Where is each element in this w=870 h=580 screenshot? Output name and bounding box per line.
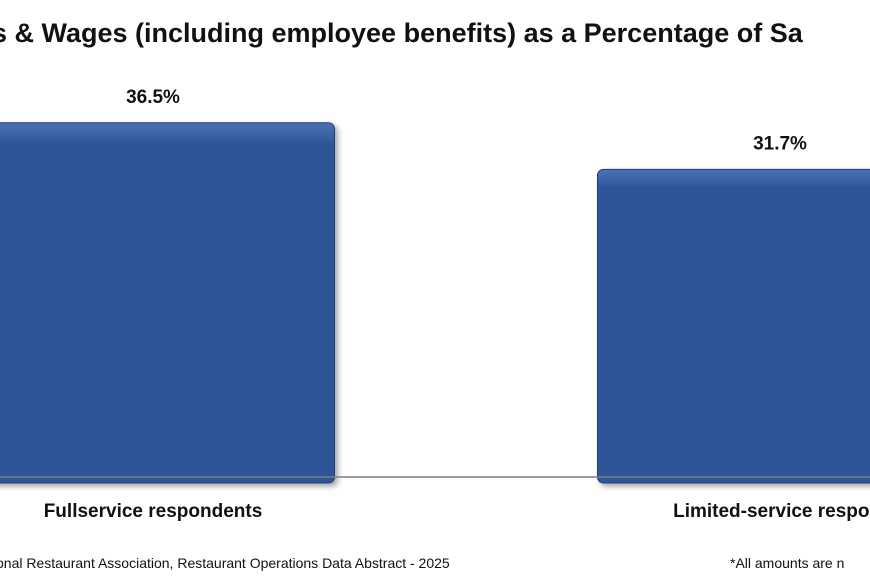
- category-labels: Fullservice respondents Limited-service r…: [44, 501, 870, 522]
- category-label-limited-service: Limited-service respor: [673, 501, 870, 522]
- bars-layer: [0, 122, 870, 484]
- amounts-footnote: *All amounts are n: [730, 555, 844, 571]
- category-label-fullservice: Fullservice respondents: [44, 501, 263, 522]
- bar-fullservice: [0, 122, 335, 484]
- labels-layer: 36.5% 31.7%: [126, 87, 807, 155]
- data-label-limited-service: 31.7%: [753, 133, 807, 154]
- source-footnote: onal Restaurant Association, Restaurant …: [0, 555, 450, 571]
- bar-limited-service: [597, 168, 870, 484]
- data-label-fullservice: 36.5%: [126, 87, 180, 108]
- chart-title: s & Wages (including employee benefits) …: [0, 18, 804, 48]
